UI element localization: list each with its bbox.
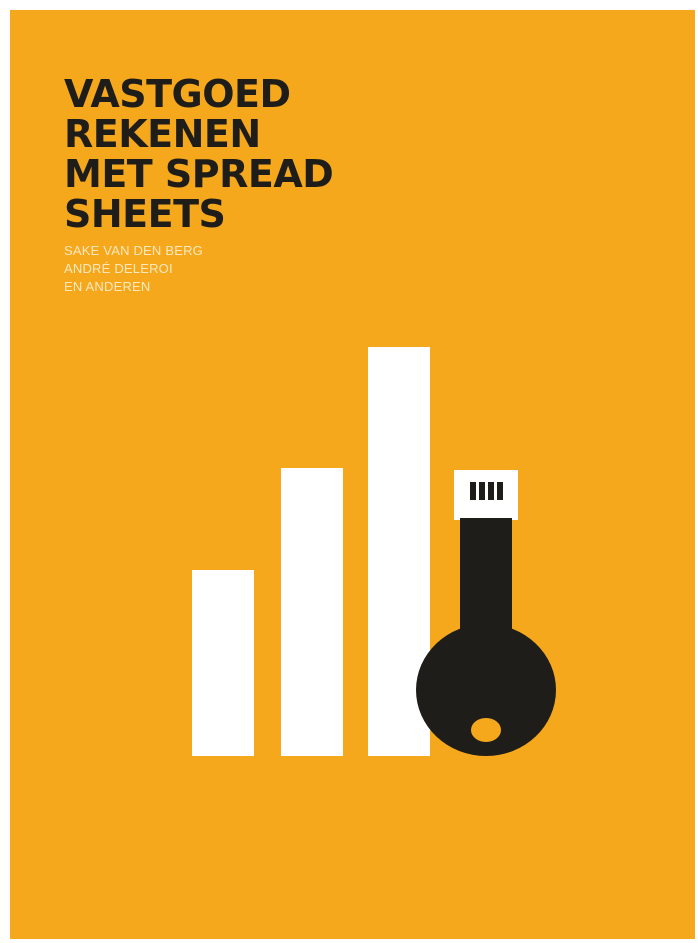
bar-short xyxy=(192,570,254,756)
book-cover: VASTGOED REKENEN MET SPREAD SHEETS SAKE … xyxy=(10,10,695,939)
book-title: VASTGOED REKENEN MET SPREAD SHEETS xyxy=(64,72,334,236)
title-line-1: VASTGOED xyxy=(64,72,291,116)
usb-contact xyxy=(479,482,485,500)
author-list: SAKE VAN DEN BERG ANDRÉ DELEROI EN ANDER… xyxy=(64,242,203,296)
bar-medium xyxy=(281,468,343,756)
usb-contact xyxy=(488,482,494,500)
key-hole xyxy=(471,718,501,742)
usb-connector xyxy=(454,470,518,520)
usb-contact xyxy=(470,482,476,500)
title-line-2: REKENEN xyxy=(64,112,261,156)
usb-contact xyxy=(497,482,503,500)
key-bow xyxy=(416,624,556,756)
bar-graph-icon xyxy=(192,347,430,756)
usb-key-icon xyxy=(416,470,556,756)
title-line-4: SHEETS xyxy=(64,192,226,236)
author-2: ANDRÉ DELEROI xyxy=(64,261,173,276)
author-3: EN ANDEREN xyxy=(64,279,151,294)
title-line-3: MET SPREAD xyxy=(64,152,334,196)
author-1: SAKE VAN DEN BERG xyxy=(64,243,203,258)
cover-illustration xyxy=(192,347,556,756)
